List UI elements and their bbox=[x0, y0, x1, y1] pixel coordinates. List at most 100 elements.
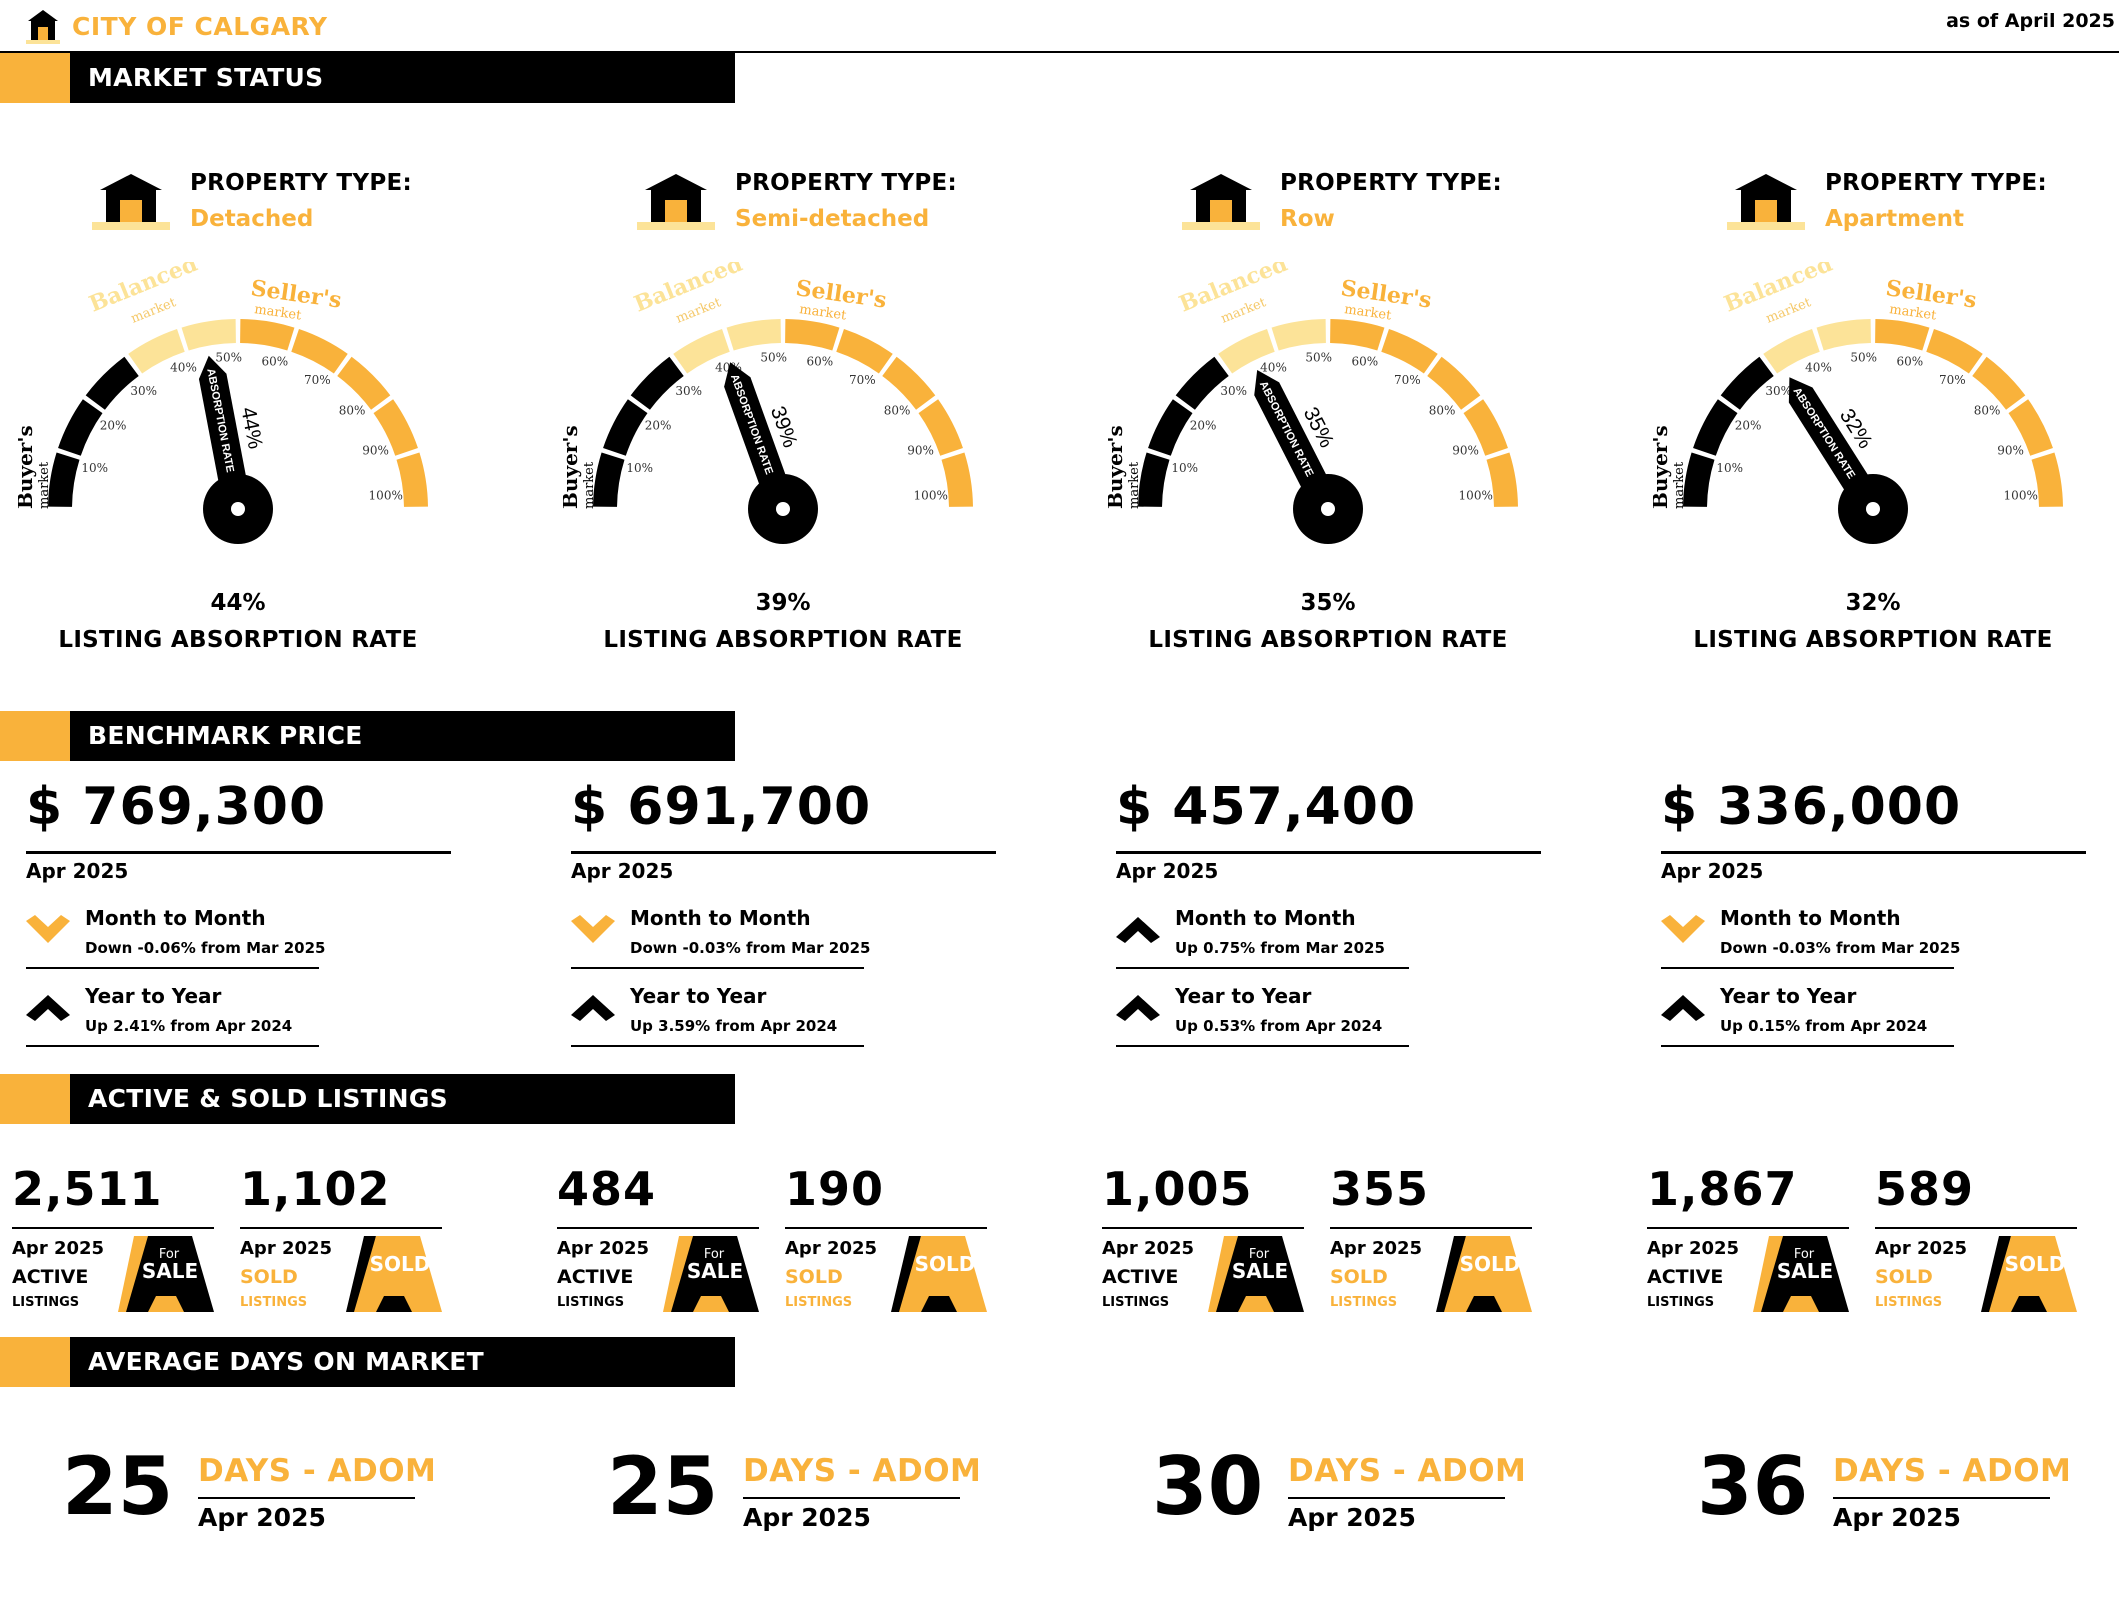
gauge-segment bbox=[1763, 329, 1820, 374]
price-divider bbox=[1661, 851, 2086, 854]
chevron-up-icon bbox=[26, 995, 70, 1021]
sold-listings-date: Apr 2025 bbox=[1330, 1238, 1423, 1259]
sold-sign-icon: SOLD bbox=[1436, 1236, 1532, 1312]
price-date: Apr 2025 bbox=[1116, 859, 1219, 883]
gauge-segment bbox=[1816, 319, 1871, 351]
gauge-tick-label: 30% bbox=[1220, 384, 1247, 398]
gauge-segment bbox=[630, 356, 684, 410]
section-benchmark-price: BENCHMARK PRICE bbox=[0, 711, 735, 761]
month-to-month-title: Month to Month bbox=[1175, 906, 1356, 930]
section-title: BENCHMARK PRICE bbox=[88, 721, 363, 750]
gauge-segment bbox=[291, 329, 348, 374]
active-listings-date: Apr 2025 bbox=[1102, 1238, 1195, 1259]
year-to-year-title: Year to Year bbox=[1720, 984, 1857, 1008]
active-listings-date: Apr 2025 bbox=[1647, 1238, 1740, 1259]
year-to-year-change: Up 0.15% from Apr 2024 bbox=[1720, 1017, 1928, 1035]
buyers-market-sub: market bbox=[582, 461, 597, 509]
active-label: ACTIVE bbox=[1647, 1266, 1724, 1288]
month-to-month-title: Month to Month bbox=[85, 906, 266, 930]
change-divider bbox=[26, 1045, 319, 1047]
adom-label: DAYS - ADOM bbox=[198, 1453, 437, 1489]
sign-sold-text: SOLD bbox=[2005, 1252, 2066, 1276]
year-to-year-title: Year to Year bbox=[1175, 984, 1312, 1008]
buyers-market-label: Buyer's bbox=[1653, 425, 1672, 509]
adom-value: 30 bbox=[1152, 1440, 1264, 1533]
absorption-rate-label: LISTING ABSORPTION RATE bbox=[58, 627, 418, 653]
gauge-segment bbox=[1972, 356, 2026, 410]
absorption-rate-label: LISTING ABSORPTION RATE bbox=[603, 627, 963, 653]
gauge-segment bbox=[673, 329, 730, 374]
gauge-tick-label: 20% bbox=[100, 419, 127, 433]
gauge-segment bbox=[603, 399, 648, 456]
gauge-tick-label: 70% bbox=[1394, 373, 1421, 387]
chevron-down-icon bbox=[26, 915, 70, 943]
price-divider bbox=[1116, 851, 1541, 854]
gauge-tick-label: 50% bbox=[1850, 350, 1877, 364]
gauge-tick-label: 70% bbox=[849, 373, 876, 387]
gauge-tick-label: 60% bbox=[806, 355, 833, 369]
sold-listings-count: 1,102 bbox=[240, 1162, 391, 1216]
adom-divider bbox=[1288, 1497, 1505, 1499]
section-title: MARKET STATUS bbox=[88, 63, 324, 92]
sign-sale-text: SALE bbox=[142, 1259, 198, 1283]
month-to-month-change: Up 0.75% from Mar 2025 bbox=[1175, 939, 1385, 957]
gauge-tick-label: 10% bbox=[626, 461, 653, 475]
sold-sign-icon: SOLD bbox=[891, 1236, 987, 1312]
absorption-rate-label: LISTING ABSORPTION RATE bbox=[1148, 627, 1508, 653]
month-to-month-change: Down -0.03% from Mar 2025 bbox=[1720, 939, 1961, 957]
gauge-tick-label: 30% bbox=[130, 384, 157, 398]
gauge-tick-label: 40% bbox=[170, 360, 197, 374]
sign-sale-text: SALE bbox=[1777, 1259, 1833, 1283]
listing-divider bbox=[1875, 1227, 2077, 1229]
absorption-gauge: 10%20%30%40%50% 60%70%80%90%100%Buyer's ma… bbox=[1653, 262, 2063, 544]
property-type-label: PROPERTY TYPE: bbox=[1280, 170, 1503, 196]
year-to-year-title: Year to Year bbox=[85, 984, 222, 1008]
sellers-market-sub: market bbox=[798, 302, 847, 324]
property-type-label: PROPERTY TYPE: bbox=[190, 170, 413, 196]
gauge-tick-label: 80% bbox=[339, 404, 366, 418]
property-type-value: Detached bbox=[190, 206, 314, 232]
change-divider bbox=[571, 1045, 864, 1047]
gauge-segment bbox=[726, 319, 781, 351]
gauge-needle: ABSORPTION RATE 44% bbox=[198, 355, 267, 492]
change-divider bbox=[1661, 967, 1954, 969]
listings-label: LISTINGS bbox=[1330, 1295, 1398, 1310]
year-to-year-title: Year to Year bbox=[630, 984, 767, 1008]
gauge-tick-label: 50% bbox=[760, 350, 787, 364]
listing-divider bbox=[12, 1227, 214, 1229]
listing-divider bbox=[240, 1227, 442, 1229]
adom-value: 25 bbox=[607, 1440, 719, 1533]
gauge-segment bbox=[1926, 329, 1983, 374]
gauge-segment bbox=[1381, 329, 1438, 374]
brand: CITY OF CALGARY bbox=[26, 4, 328, 48]
section-adom: AVERAGE DAYS ON MARKET bbox=[0, 1337, 735, 1387]
gauge-tick-label: 80% bbox=[1429, 404, 1456, 418]
gauge-segment bbox=[836, 329, 893, 374]
buyers-market-sub: market bbox=[37, 461, 52, 509]
buyers-market-label: Buyer's bbox=[18, 425, 37, 509]
sold-listings-date: Apr 2025 bbox=[1875, 1238, 1968, 1259]
adom-date: Apr 2025 bbox=[1833, 1503, 1961, 1532]
sold-sign-icon: SOLD bbox=[346, 1236, 442, 1312]
gauge-segment bbox=[1175, 356, 1229, 410]
active-label: ACTIVE bbox=[1102, 1266, 1179, 1288]
gauge-tick-label: 80% bbox=[1974, 404, 2001, 418]
absorption-gauge: 10%20%30%40%50% 60%70%80%90%100%Buyer's ma… bbox=[18, 262, 428, 544]
adom-value: 25 bbox=[62, 1440, 174, 1533]
adom-date: Apr 2025 bbox=[743, 1503, 871, 1532]
month-to-month-title: Month to Month bbox=[630, 906, 811, 930]
gauge-segment bbox=[396, 452, 428, 507]
gauge-tick-label: 30% bbox=[675, 384, 702, 398]
gauge-tick-label: 100% bbox=[2004, 489, 2038, 503]
listing-divider bbox=[1102, 1227, 1304, 1229]
gauge-segment bbox=[593, 452, 625, 507]
year-to-year-change: Up 2.41% from Apr 2024 bbox=[85, 1017, 293, 1035]
sign-for-text: For bbox=[159, 1247, 180, 1262]
gauge-tick-label: 60% bbox=[1351, 355, 1378, 369]
section-active-sold: ACTIVE & SOLD LISTINGS bbox=[0, 1074, 735, 1124]
gauge-segment bbox=[85, 356, 139, 410]
gauge-segment bbox=[1875, 319, 1930, 351]
